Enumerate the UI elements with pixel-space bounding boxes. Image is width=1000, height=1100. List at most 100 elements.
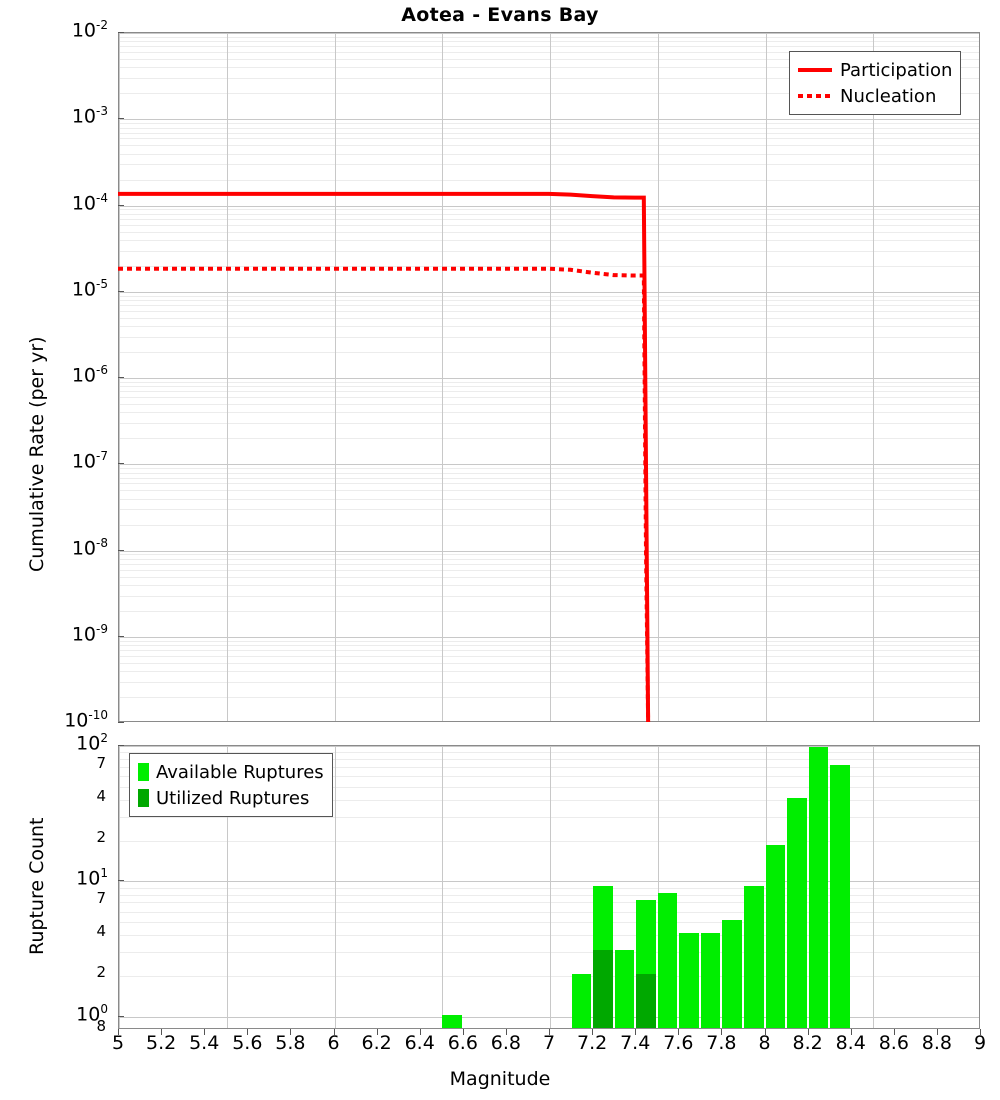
- grid-line-minor: [119, 767, 979, 768]
- grid-line-minor: [119, 610, 979, 612]
- grid-line-vertical: [873, 746, 875, 1028]
- rupture-y-tick-label: 101: [76, 866, 108, 890]
- grid-line-vertical: [334, 33, 336, 721]
- x-tick-label: 7.4: [620, 1032, 651, 1054]
- grid-line-minor: [119, 231, 979, 233]
- grid-line-vertical: [119, 746, 120, 1028]
- legend-label: Utilized Ruptures: [156, 787, 310, 809]
- grid-line-minor: [119, 179, 979, 181]
- tick-mark: [247, 1029, 249, 1035]
- tick-mark: [118, 635, 124, 637]
- rupture-y-minor-tick-label: 7: [96, 754, 106, 772]
- available-rupture-bar: [722, 920, 742, 1028]
- tick-mark: [118, 880, 124, 882]
- legend-label: Nucleation: [840, 85, 937, 107]
- grid-line-vertical: [442, 33, 444, 721]
- legend-label: Participation: [840, 59, 953, 81]
- available-rupture-bar: [744, 885, 764, 1028]
- grid-line-minor: [119, 326, 979, 328]
- grid-line-minor: [119, 569, 979, 571]
- grid-line-minor: [119, 36, 979, 38]
- grid-line-minor: [119, 404, 979, 405]
- grid-line-minor: [119, 317, 979, 319]
- mfd-y-tick-label: 10-3: [71, 104, 108, 128]
- grid-line-minor: [119, 468, 979, 470]
- available-rupture-bar: [787, 797, 807, 1028]
- tick-mark: [850, 1029, 852, 1035]
- available-rupture-bar: [614, 950, 635, 1028]
- grid-line-minor: [119, 381, 979, 383]
- grid-line-major: [119, 464, 979, 466]
- grid-line-major: [119, 119, 979, 121]
- tick-mark: [549, 1029, 550, 1035]
- grid-line-minor: [119, 911, 979, 913]
- x-tick-label: 5.8: [275, 1032, 306, 1054]
- x-tick-label: 6.2: [361, 1032, 392, 1054]
- series-line-participation: [118, 191, 651, 722]
- grid-line-minor: [119, 224, 979, 226]
- tick-mark: [764, 1029, 766, 1035]
- grid-line-vertical: [765, 33, 767, 721]
- grid-line-minor: [119, 138, 979, 140]
- x-axis-title: Magnitude: [449, 1068, 551, 1090]
- grid-line-major: [119, 636, 979, 638]
- grid-line-vertical: [226, 746, 228, 1028]
- available-rupture-bar: [679, 933, 699, 1028]
- rupture-count-bars: [119, 746, 979, 1028]
- grid-line-minor: [119, 310, 979, 312]
- solid-line-swatch-icon: [798, 68, 832, 72]
- x-tick-label: 8: [758, 1032, 771, 1054]
- grid-line-major: [119, 205, 979, 207]
- available-rupture-bar: [808, 747, 829, 1028]
- available-rupture-bar: [657, 892, 678, 1028]
- page-title: Aotea - Evans Bay: [401, 4, 599, 26]
- tick-mark: [376, 1029, 378, 1035]
- grid-line-minor: [119, 509, 979, 511]
- grid-line-minor: [119, 213, 979, 215]
- tick-mark: [635, 1029, 637, 1035]
- grid-line-minor: [119, 840, 979, 842]
- grid-line-vertical: [873, 33, 875, 721]
- grid-line-minor: [119, 776, 979, 777]
- grid-line-major: [119, 881, 979, 883]
- grid-line-vertical: [550, 746, 551, 1028]
- grid-line-minor: [119, 816, 979, 818]
- grid-line-minor: [119, 799, 979, 801]
- x-tick-label: 5: [111, 1032, 125, 1054]
- grid-line-minor: [119, 524, 979, 526]
- grid-line-minor: [119, 697, 979, 698]
- dotted-line-swatch-icon: [798, 94, 832, 98]
- x-tick-label: 7.2: [576, 1032, 608, 1054]
- tick-mark: [980, 1029, 981, 1035]
- mfd-plot-area: [118, 32, 980, 722]
- utilized-rupture-bar: [636, 974, 656, 1028]
- grid-line-major: [119, 1016, 979, 1018]
- tick-mark: [721, 1029, 723, 1035]
- legend-row: Available Ruptures: [138, 759, 324, 785]
- tick-mark: [592, 1029, 594, 1035]
- grid-line-minor: [119, 67, 979, 69]
- grid-line-vertical: [334, 746, 336, 1028]
- x-tick-label: 5.6: [232, 1032, 263, 1054]
- rupture-y-minor-tick-label: 2: [96, 963, 106, 982]
- grid-line-minor: [119, 671, 979, 673]
- tick-mark: [118, 549, 124, 551]
- grid-line-minor: [119, 265, 979, 267]
- grid-line-minor: [119, 576, 979, 578]
- tick-mark: [118, 1029, 119, 1035]
- grid-line-minor: [119, 752, 979, 754]
- x-tick-label: 7.8: [706, 1032, 737, 1054]
- grid-line-minor: [119, 336, 979, 338]
- x-tick-label: 5.4: [189, 1032, 220, 1054]
- legend-label: Available Ruptures: [156, 761, 324, 783]
- legend-row: Utilized Ruptures: [138, 785, 324, 811]
- grid-line-minor: [119, 935, 979, 937]
- tick-mark: [118, 290, 124, 292]
- grid-line-minor: [119, 554, 979, 556]
- tick-mark: [893, 1029, 895, 1035]
- tick-mark: [807, 1029, 809, 1035]
- grid-line-vertical: [442, 746, 444, 1028]
- mfd-y-axis-title: Cumulative Rate (per yr): [26, 336, 48, 572]
- tick-mark: [118, 722, 124, 723]
